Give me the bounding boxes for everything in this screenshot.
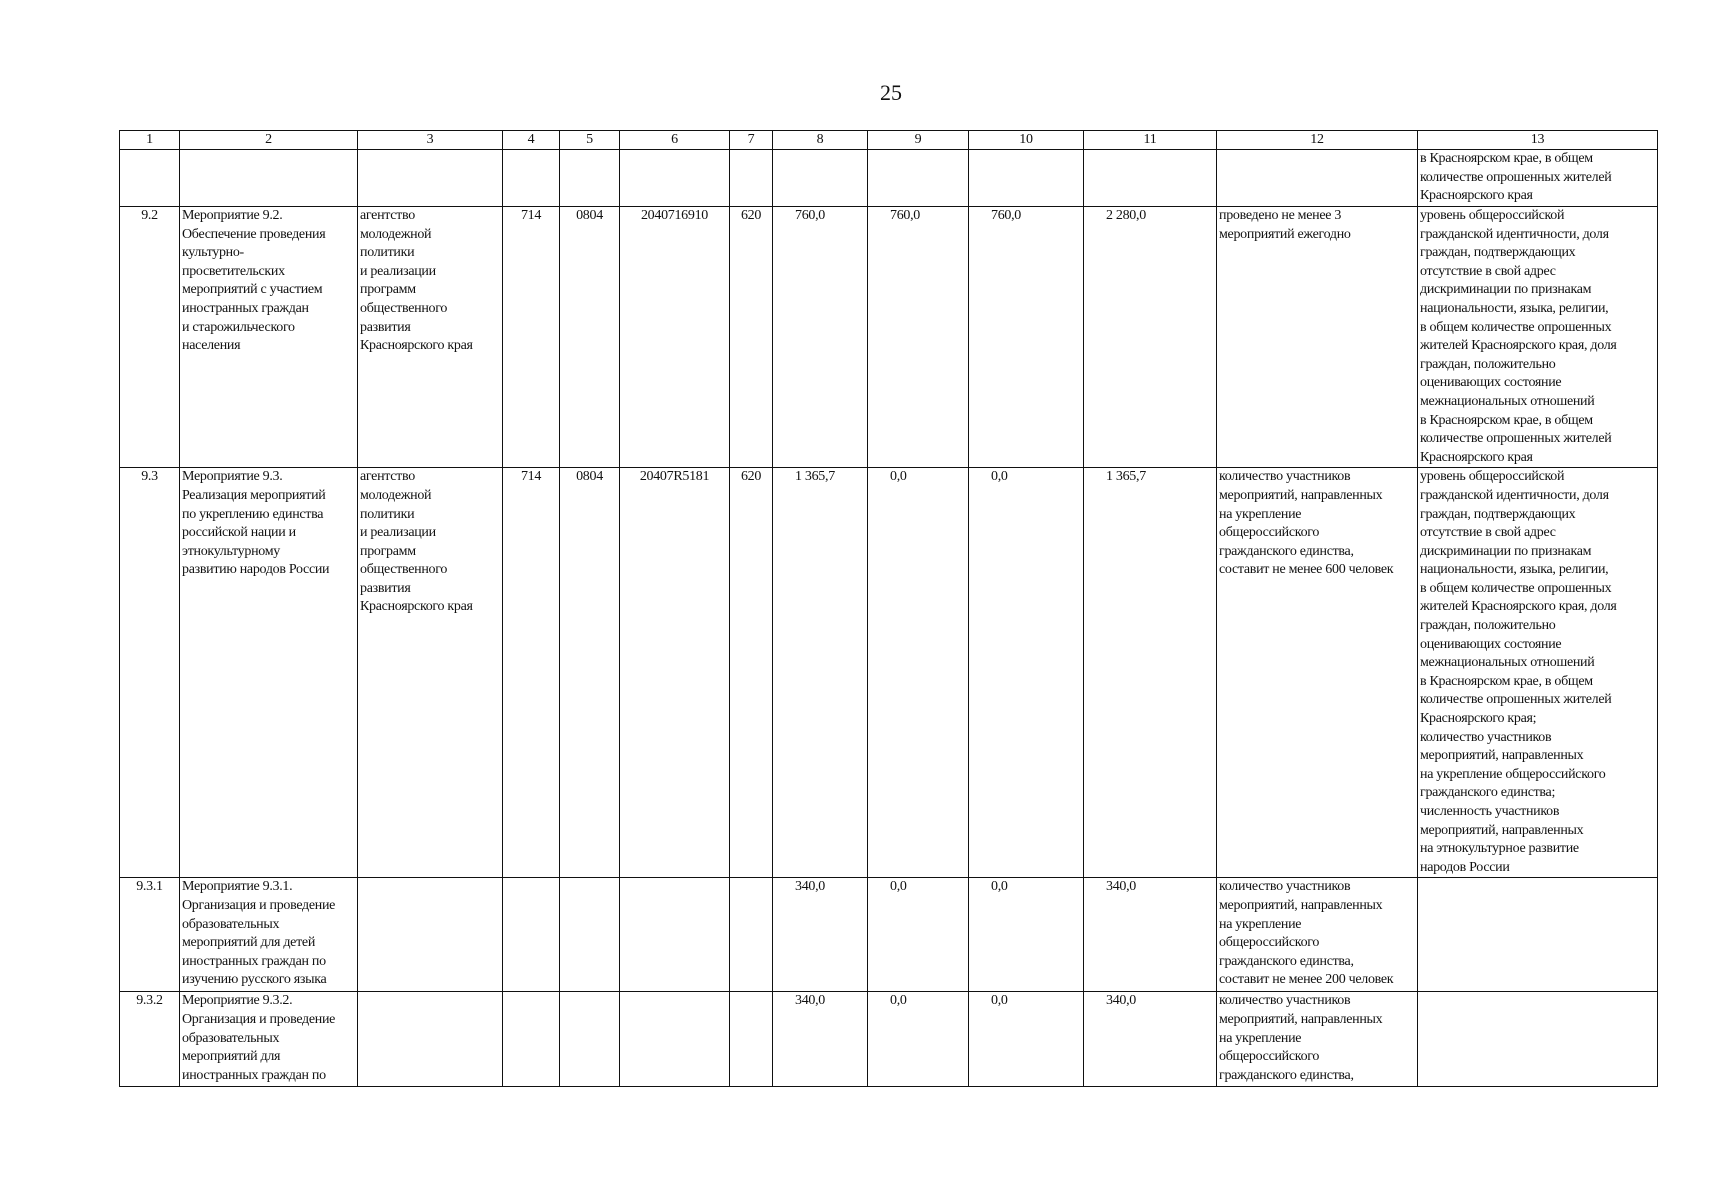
expected-result-cell: количество участников мероприятий, напра…	[1216, 467, 1418, 879]
amount-year-1-cell: 340,0	[772, 991, 868, 1088]
amount-total-cell: 2 280,0	[1083, 205, 1217, 469]
column-header-12: 12	[1216, 130, 1418, 150]
column-number-header-row: 1 2 3 4 5 6 7 8 9 10 11 12 13	[119, 130, 1658, 150]
column-header-7: 7	[729, 130, 773, 150]
code-grbs-cell	[502, 877, 560, 993]
indicator-impact-cell	[1417, 877, 1658, 993]
code-target-article-cell	[619, 991, 730, 1088]
page-number: 25	[880, 80, 902, 105]
amount-year-2-cell: 0,0	[867, 467, 969, 879]
row-number-cell: 9.2	[119, 205, 180, 469]
column-header-1: 1	[119, 130, 180, 150]
responsible-agency-cell	[357, 149, 503, 207]
indicator-impact-cell: уровень общероссийской гражданской идент…	[1417, 467, 1658, 879]
table-row: 9.2 Мероприятие 9.2. Обеспечение проведен…	[119, 205, 1658, 469]
column-header-8: 8	[772, 130, 868, 150]
column-header-5: 5	[559, 130, 620, 150]
column-header-10: 10	[968, 130, 1084, 150]
expected-result-cell	[1216, 149, 1418, 207]
column-header-9: 9	[867, 130, 969, 150]
responsible-agency-cell	[357, 877, 503, 993]
program-activities-table: 1 2 3 4 5 6 7 8 9 10 11 12 13 в Красноярском крае, в…	[119, 130, 1658, 1088]
row-number-cell: 9.3.2	[119, 991, 180, 1088]
amount-year-3-cell: 0,0	[968, 877, 1084, 993]
code-expense-type-cell	[729, 991, 773, 1088]
code-target-article-cell	[619, 877, 730, 993]
code-section-cell	[559, 149, 620, 207]
column-header-4: 4	[502, 130, 560, 150]
code-target-article-cell	[619, 149, 730, 207]
amount-year-3-cell: 760,0	[968, 205, 1084, 469]
amount-total-cell: 340,0	[1083, 877, 1217, 993]
expected-result-cell: количество участников мероприятий, напра…	[1216, 991, 1418, 1088]
code-grbs-cell	[502, 149, 560, 207]
code-section-cell	[559, 991, 620, 1088]
code-grbs-cell: 714	[502, 205, 560, 469]
row-number-cell	[119, 149, 180, 207]
amount-year-2-cell: 760,0	[867, 205, 969, 469]
amount-year-1-cell: 1 365,7	[772, 467, 868, 879]
code-section-cell: 0804	[559, 467, 620, 879]
amount-year-2-cell: 0,0	[867, 877, 969, 993]
code-expense-type-cell	[729, 149, 773, 207]
table-row: 9.3.2 Мероприятие 9.3.2. Организация и пр…	[119, 991, 1658, 1088]
expected-result-cell: проведено не менее 3 мероприятий ежегодн…	[1216, 205, 1418, 469]
row-number-cell: 9.3	[119, 467, 180, 879]
code-expense-type-cell	[729, 877, 773, 993]
amount-total-cell: 1 365,7	[1083, 467, 1217, 879]
activity-name-cell: Мероприятие 9.2. Обеспечение проведения …	[179, 205, 358, 469]
amount-year-3-cell: 0,0	[968, 467, 1084, 879]
amount-year-2-cell: 0,0	[867, 991, 969, 1088]
code-target-article-cell: 2040716910	[619, 205, 730, 469]
responsible-agency-cell	[357, 991, 503, 1088]
activity-name-cell: Мероприятие 9.3.2. Организация и проведе…	[179, 991, 358, 1088]
amount-year-1-cell: 760,0	[772, 205, 868, 469]
row-number-cell: 9.3.1	[119, 877, 180, 993]
amount-year-1-cell	[772, 149, 868, 207]
code-expense-type-cell: 620	[729, 205, 773, 469]
code-grbs-cell: 714	[502, 467, 560, 879]
table-row: 9.3 Мероприятие 9.3. Реализация мероприят…	[119, 467, 1658, 879]
amount-total-cell	[1083, 149, 1217, 207]
table-row: 9.3.1 Мероприятие 9.3.1. Организация и пр…	[119, 877, 1658, 993]
amount-year-1-cell: 340,0	[772, 877, 868, 993]
column-header-6: 6	[619, 130, 730, 150]
code-grbs-cell	[502, 991, 560, 1088]
code-target-article-cell: 20407R5181	[619, 467, 730, 879]
column-header-11: 11	[1083, 130, 1217, 150]
table-row: в Красноярском крае, в общем количестве …	[119, 149, 1658, 207]
indicator-impact-cell: в Красноярском крае, в общем количестве …	[1417, 149, 1658, 207]
activity-name-cell: Мероприятие 9.3. Реализация мероприятий …	[179, 467, 358, 879]
amount-year-3-cell: 0,0	[968, 991, 1084, 1088]
code-section-cell	[559, 877, 620, 993]
expected-result-cell: количество участников мероприятий, напра…	[1216, 877, 1418, 993]
indicator-impact-cell	[1417, 991, 1658, 1088]
code-section-cell: 0804	[559, 205, 620, 469]
activity-name-cell	[179, 149, 358, 207]
column-header-13: 13	[1417, 130, 1658, 150]
indicator-impact-cell: уровень общероссийской гражданской идент…	[1417, 205, 1658, 469]
amount-total-cell: 340,0	[1083, 991, 1217, 1088]
code-expense-type-cell: 620	[729, 467, 773, 879]
amount-year-3-cell	[968, 149, 1084, 207]
amount-year-2-cell	[867, 149, 969, 207]
column-header-3: 3	[357, 130, 503, 150]
responsible-agency-cell: агентство молодежной политики и реализац…	[357, 205, 503, 469]
activity-name-cell: Мероприятие 9.3.1. Организация и проведе…	[179, 877, 358, 993]
responsible-agency-cell: агентство молодежной политики и реализац…	[357, 467, 503, 879]
column-header-2: 2	[179, 130, 358, 150]
